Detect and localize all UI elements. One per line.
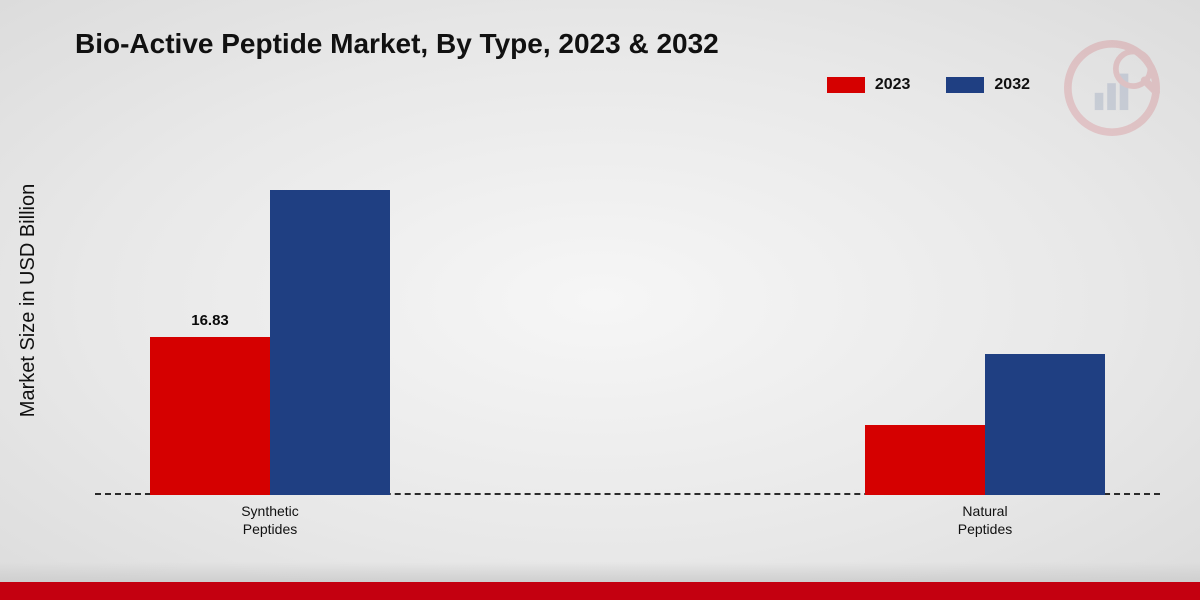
legend-label-2032: 2032 <box>994 76 1030 94</box>
legend: 2023 2032 <box>827 76 1030 94</box>
bar <box>150 337 270 495</box>
category-label: Natural Peptides <box>958 503 1012 538</box>
bars-container: 16.83Synthetic PeptidesNatural Peptides <box>95 120 1160 495</box>
y-axis-label: Market Size in USD Billion <box>18 183 41 416</box>
footer-shadow <box>0 562 1200 582</box>
legend-swatch-2023 <box>827 77 865 93</box>
legend-item-2032: 2032 <box>946 76 1030 94</box>
chart-canvas: Bio-Active Peptide Market, By Type, 2023… <box>0 0 1200 600</box>
bar <box>270 190 390 495</box>
legend-item-2023: 2023 <box>827 76 911 94</box>
footer-stripe <box>0 582 1200 600</box>
bar <box>865 425 985 495</box>
y-axis-label-wrap: Market Size in USD Billion <box>14 120 44 480</box>
bar-group: Synthetic Peptides <box>150 190 390 495</box>
legend-label-2023: 2023 <box>875 76 911 94</box>
plot-area: 16.83Synthetic PeptidesNatural Peptides <box>95 120 1160 495</box>
chart-title: Bio-Active Peptide Market, By Type, 2023… <box>75 28 719 60</box>
bar-group: Natural Peptides <box>865 354 1105 495</box>
legend-swatch-2032 <box>946 77 984 93</box>
bar <box>985 354 1105 495</box>
category-label: Synthetic Peptides <box>241 503 299 538</box>
